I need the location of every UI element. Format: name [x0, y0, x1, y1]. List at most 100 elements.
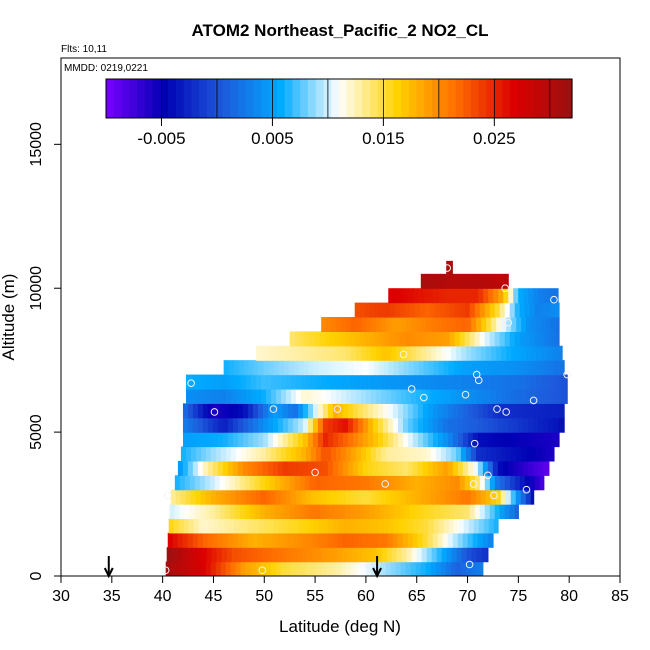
curtain-cell	[447, 403, 454, 419]
curtain-cell	[333, 518, 340, 534]
curtain-cell	[186, 388, 192, 404]
curtain-cell	[413, 360, 420, 376]
curtain-cell	[416, 388, 422, 404]
curtain-cell	[202, 532, 209, 548]
curtain-cell	[174, 504, 181, 520]
curtain-cell	[292, 532, 299, 548]
curtain-cell	[232, 532, 239, 548]
colorbar-segment	[564, 79, 573, 118]
curtain-cell	[371, 345, 377, 361]
curtain-cell	[459, 504, 466, 520]
curtain-cell	[356, 317, 362, 332]
dates-label: MMDD: 0219,0221	[64, 63, 148, 74]
curtain-cell	[246, 547, 253, 563]
curtain-cell	[444, 504, 451, 520]
curtain-cell	[366, 345, 372, 361]
curtain-cell	[442, 432, 449, 448]
curtain-cell	[244, 475, 251, 491]
curtain-cell	[457, 432, 464, 448]
curtain-cell	[521, 317, 527, 332]
curtain-cell	[481, 374, 487, 390]
curtain-cell	[413, 288, 419, 304]
curtain-cell	[490, 489, 497, 505]
curtain-cell	[484, 331, 491, 347]
curtain-cell	[419, 504, 426, 520]
curtain-cell	[249, 504, 256, 520]
curtain-cell	[432, 460, 439, 476]
curtain-cell	[482, 432, 489, 448]
curtain-cell	[530, 489, 535, 505]
curtain-cell	[346, 374, 352, 390]
curtain-cell	[180, 446, 187, 462]
curtain-cell	[200, 446, 207, 462]
curtain-cell	[293, 518, 300, 534]
curtain-cell	[452, 403, 459, 419]
curtain-cell	[517, 403, 524, 419]
curtain-cell	[331, 388, 337, 404]
curtain-cell	[375, 489, 382, 505]
sample-point	[210, 408, 219, 416]
curtain-cell	[421, 547, 428, 563]
curtain-cell	[257, 417, 264, 433]
curtain-cell	[372, 417, 379, 433]
curtain-cell	[340, 489, 347, 505]
curtain-cell	[359, 331, 366, 347]
curtain-cell	[406, 374, 412, 390]
curtain-cell	[347, 417, 354, 433]
curtain-cell	[414, 475, 421, 491]
curtain-cell	[341, 388, 347, 404]
curtain-cell	[514, 331, 521, 347]
x-tick-label: 35	[103, 588, 121, 605]
curtain-cell	[257, 532, 264, 548]
x-tick-label: 85	[611, 588, 629, 605]
curtain-cell	[480, 561, 484, 576]
curtain-cell	[368, 360, 375, 376]
curtain-cell	[377, 460, 384, 476]
curtain-cell	[323, 518, 330, 534]
curtain-cell	[362, 417, 369, 433]
curtain-cell	[417, 403, 424, 419]
curtain-cell	[554, 302, 560, 318]
curtain-cell	[349, 504, 356, 520]
curtain-cell	[324, 331, 331, 347]
curtain-cell	[498, 360, 505, 376]
curtain-cell	[334, 331, 341, 347]
colorbar-segment	[385, 79, 394, 118]
curtain-cell	[514, 475, 521, 491]
curtain-cell	[345, 446, 352, 462]
curtain-cell	[235, 489, 242, 505]
curtain-cell	[441, 345, 447, 361]
curtain-cell	[289, 331, 296, 347]
curtain-cell	[522, 403, 529, 419]
colorbar-segment	[160, 79, 169, 118]
curtain-cell	[219, 504, 226, 520]
curtain-cell	[371, 374, 377, 390]
curtain-cell	[381, 374, 387, 390]
curtain-cell	[236, 388, 242, 404]
curtain-cell	[232, 403, 239, 419]
curtain-cell	[217, 417, 224, 433]
sample-point	[161, 566, 170, 575]
curtain-cell	[291, 388, 297, 404]
curtain-cell	[345, 489, 352, 505]
curtain-cell	[331, 317, 337, 332]
curtain-cell	[437, 460, 444, 476]
curtain-cell	[461, 374, 467, 390]
curtain-cell	[421, 388, 427, 404]
curtain-cell	[469, 504, 476, 520]
curtain-cell	[327, 532, 334, 548]
curtain-cell	[240, 489, 247, 505]
curtain-cell	[404, 331, 411, 347]
curtain-cell	[408, 360, 415, 376]
curtain-cell	[428, 360, 435, 376]
curtain-cell	[371, 317, 377, 332]
curtain-cell	[454, 504, 461, 520]
curtain-cell	[487, 403, 494, 419]
curtain-cell	[204, 504, 211, 520]
curtain-cell	[435, 273, 442, 289]
curtain-cell	[305, 561, 312, 576]
curtain-cell	[340, 446, 347, 462]
colorbar-segment	[439, 79, 449, 118]
curtain-cell	[430, 561, 437, 576]
curtain-cell	[483, 518, 490, 534]
